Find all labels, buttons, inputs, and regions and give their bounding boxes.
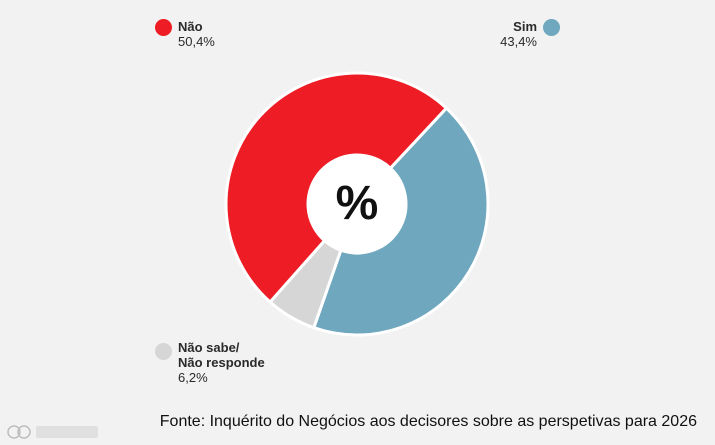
legend-dot-nao-sabe (155, 343, 172, 360)
legend-label-nao-sabe: Não sabe/ Não responde (178, 340, 265, 370)
legend-item-nao-sabe: Não sabe/ Não responde 6,2% (155, 340, 265, 385)
legend-text-sim: Sim 43,4% (500, 19, 537, 49)
source-note: Fonte: Inquérito do Negócios aos decisor… (159, 413, 697, 430)
legend-text-nao: Não 50,4% (178, 19, 215, 49)
legend-text-nao-sabe: Não sabe/ Não responde 6,2% (178, 340, 265, 385)
legend-value-nao: 50,4% (178, 34, 215, 49)
center-percent-symbol: % (335, 177, 379, 230)
legend-label-sim: Sim (513, 19, 537, 34)
legend-value-sim: 43,4% (500, 34, 537, 49)
legend-dot-sim (543, 19, 560, 36)
legend-item-sim: Sim 43,4% (500, 19, 560, 49)
legend-label-nao: Não (178, 19, 203, 34)
watermark-logo (7, 425, 98, 439)
legend-value-nao-sabe: 6,2% (178, 370, 208, 385)
legend-dot-nao (155, 19, 172, 36)
legend-item-nao: Não 50,4% (155, 19, 215, 49)
donut-slices (224, 71, 490, 337)
donut-center-hole (308, 155, 406, 253)
